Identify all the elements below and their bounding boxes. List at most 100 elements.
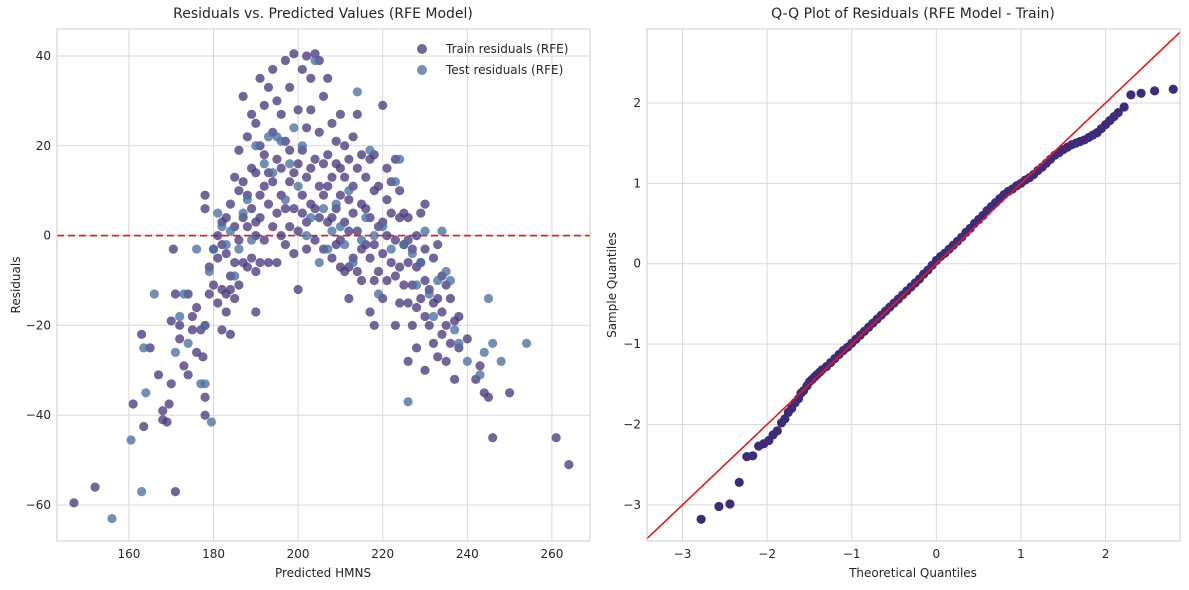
train-residual-point bbox=[382, 275, 392, 286]
train-residual-point bbox=[395, 298, 405, 308]
train-residual-point bbox=[170, 486, 181, 497]
train-residual-point bbox=[306, 163, 316, 173]
qq-point bbox=[1119, 102, 1129, 112]
train-residual-point bbox=[378, 100, 388, 110]
train-residual-point bbox=[217, 325, 227, 335]
test-residual-point bbox=[441, 266, 451, 277]
test-residual-point bbox=[314, 257, 324, 268]
y-tick-label: −1 bbox=[623, 337, 641, 351]
train-residual-point bbox=[230, 257, 240, 268]
y-tick-label: 0 bbox=[633, 257, 641, 271]
test-residual-point bbox=[361, 213, 371, 223]
train-residual-point bbox=[420, 199, 430, 209]
train-residual-point bbox=[191, 302, 202, 313]
test-residual-point bbox=[483, 293, 494, 304]
test-residual-point bbox=[107, 513, 117, 524]
test-residual-point bbox=[365, 145, 375, 155]
test-residual-point bbox=[126, 435, 136, 445]
test-residual-point bbox=[263, 132, 274, 142]
train-residual-point bbox=[276, 230, 286, 241]
test-residual-point bbox=[378, 222, 388, 232]
test-residual-point bbox=[386, 244, 396, 254]
test-residual-point bbox=[297, 141, 307, 151]
train-residual-point bbox=[454, 311, 464, 322]
train-residual-point bbox=[208, 280, 219, 290]
test-residual-point bbox=[390, 177, 401, 187]
train-residual-point bbox=[263, 257, 274, 268]
train-residual-point bbox=[318, 159, 329, 169]
test-residual-point bbox=[221, 239, 231, 250]
test-residual-point bbox=[340, 239, 350, 250]
train-residual-point bbox=[166, 316, 176, 326]
train-residual-point bbox=[280, 239, 291, 250]
train-residual-point bbox=[335, 163, 346, 173]
plot-frame bbox=[646, 28, 1181, 542]
train-residual-point bbox=[344, 195, 354, 205]
train-residual-point bbox=[564, 460, 574, 470]
train-residual-point bbox=[361, 204, 371, 214]
test-residual-point bbox=[369, 230, 379, 241]
train-residual-point bbox=[462, 334, 472, 344]
train-residual-point bbox=[356, 275, 367, 286]
test-residual-point bbox=[183, 338, 193, 348]
test-residual-point bbox=[488, 338, 498, 348]
train-residual-point bbox=[128, 399, 138, 409]
x-tick-label: 1 bbox=[1017, 547, 1025, 561]
y-tick-label: −2 bbox=[623, 417, 641, 431]
test-residual-point bbox=[280, 195, 291, 205]
test-residual-point bbox=[445, 275, 456, 286]
qq-plot-chart: −3 −2 −1 0 1 2 −3 −2 −1 0 1 2 Q-Q Plot of Residual… bbox=[605, 6, 1181, 580]
train-residual-point bbox=[433, 239, 443, 250]
x-tick-label: 260 bbox=[540, 547, 563, 561]
train-residual-point bbox=[213, 230, 223, 241]
train-residual-point bbox=[162, 417, 172, 427]
test-residual-point bbox=[242, 195, 252, 205]
test-residual-point bbox=[335, 222, 346, 232]
test-residual-point bbox=[424, 289, 434, 299]
train-residual-point bbox=[191, 347, 202, 357]
train-residual-point bbox=[293, 159, 303, 169]
test-residual-point bbox=[306, 213, 316, 223]
train-residual-point bbox=[268, 222, 278, 232]
train-residual-point bbox=[441, 356, 451, 366]
train-residual-point bbox=[335, 109, 346, 119]
train-residual-point bbox=[433, 293, 443, 304]
train-residual-point bbox=[403, 257, 413, 268]
test-residual-point bbox=[462, 356, 472, 366]
test-residual-point bbox=[213, 208, 223, 218]
train-residual-point bbox=[407, 320, 417, 331]
legend-label-train: Train residuals (RFE) bbox=[445, 42, 568, 56]
train-residual-point bbox=[310, 49, 320, 59]
y-axis-label: Sample Quantiles bbox=[605, 232, 619, 338]
train-residual-point bbox=[395, 262, 405, 272]
x-tick-label: −1 bbox=[843, 547, 861, 561]
train-residual-point bbox=[255, 257, 265, 268]
train-residual-point bbox=[403, 356, 413, 366]
train-residual-point bbox=[242, 262, 252, 272]
y-tick-label: 40 bbox=[36, 49, 51, 63]
test-residual-point bbox=[437, 226, 447, 236]
train-residual-point bbox=[255, 213, 265, 223]
plot-area bbox=[57, 29, 590, 541]
train-residual-point bbox=[179, 361, 189, 371]
y-tick-label: 1 bbox=[633, 176, 641, 190]
test-residual-point bbox=[251, 141, 261, 151]
train-residual-point bbox=[238, 91, 248, 101]
y-tick-label: −40 bbox=[26, 408, 51, 422]
train-residual-point bbox=[221, 248, 231, 259]
train-residual-point bbox=[234, 186, 244, 196]
x-tick-label: 200 bbox=[287, 547, 310, 561]
train-residual-point bbox=[200, 392, 210, 402]
x-tick-label: 220 bbox=[371, 547, 394, 561]
train-residual-point bbox=[225, 284, 236, 295]
train-residual-point bbox=[272, 96, 282, 106]
test-residual-point bbox=[234, 244, 244, 254]
train-residual-point bbox=[318, 190, 329, 200]
train-residual-point bbox=[369, 320, 379, 331]
test-residual-point bbox=[206, 417, 217, 427]
test-residual-point bbox=[149, 289, 159, 299]
train-residual-point bbox=[259, 100, 269, 110]
train-residual-point bbox=[420, 311, 430, 322]
test-residual-point bbox=[246, 235, 257, 245]
